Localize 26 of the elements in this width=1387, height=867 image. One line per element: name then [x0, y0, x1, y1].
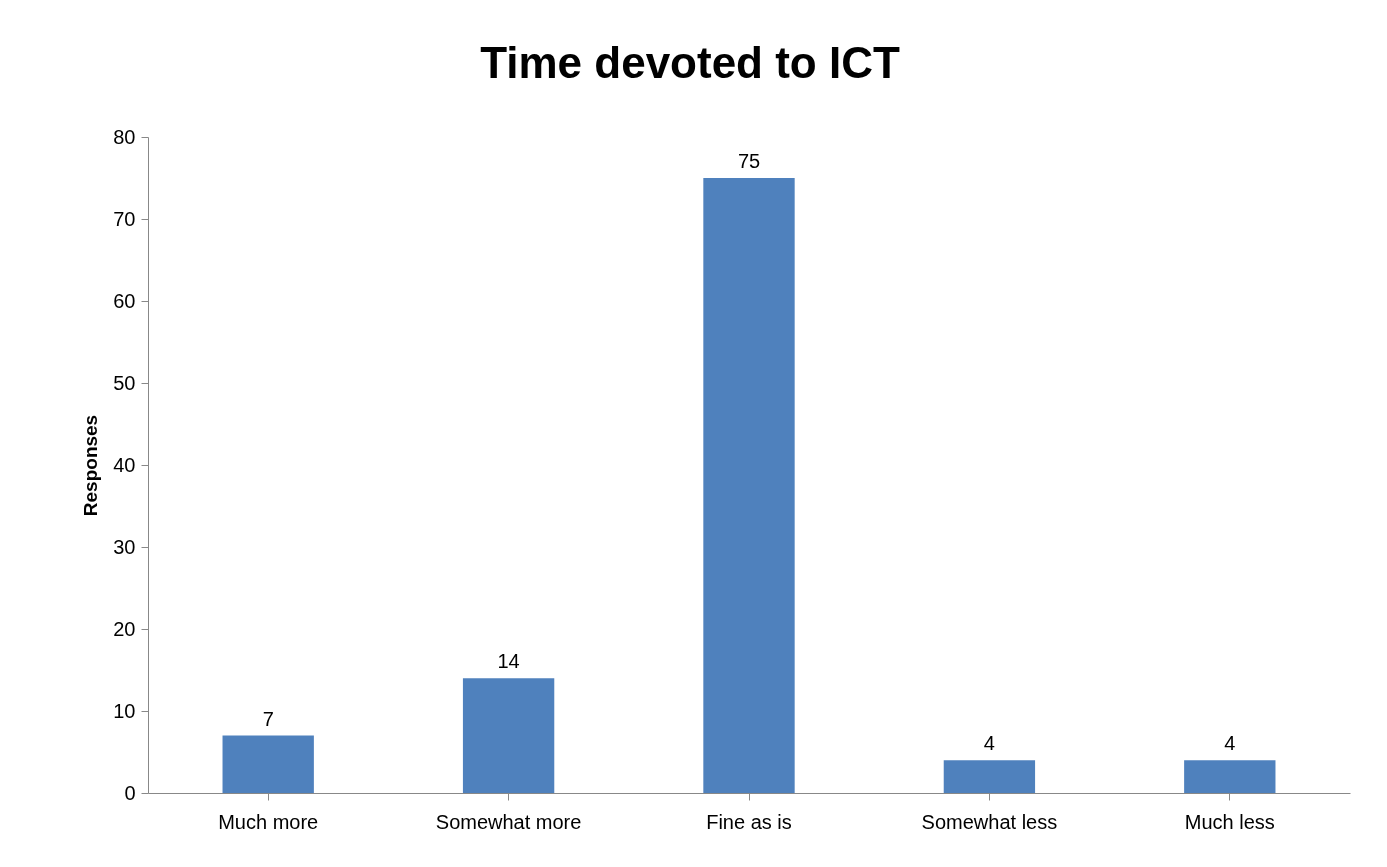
- data-label: 4: [983, 732, 995, 755]
- y-tick-label: 0: [124, 781, 136, 804]
- data-label: 7: [262, 707, 274, 730]
- data-label: 14: [497, 650, 520, 673]
- bar: [943, 760, 1036, 793]
- chart-title: Time devoted to ICT: [480, 38, 900, 87]
- data-label: 4: [1224, 732, 1236, 755]
- bar: [1184, 760, 1276, 793]
- y-tick-label: 70: [113, 207, 136, 230]
- y-tick-label: 40: [113, 453, 136, 476]
- y-tick-label: 50: [113, 371, 136, 394]
- x-tick-label: Much more: [218, 810, 319, 833]
- y-tick-label: 80: [113, 125, 136, 148]
- y-tick-label: 30: [113, 535, 136, 558]
- x-tick-label: Much less: [1184, 810, 1275, 833]
- y-axis-title: Responses: [80, 414, 102, 517]
- x-tick-label: Fine as is: [706, 810, 792, 833]
- y-tick-label: 60: [113, 289, 136, 312]
- x-tick-label: Somewhat less: [921, 810, 1058, 833]
- x-tick-label: Somewhat more: [435, 810, 582, 833]
- bar: [462, 678, 555, 793]
- y-tick-label: 10: [113, 699, 136, 722]
- y-tick-label: 20: [113, 617, 136, 640]
- bar: [222, 735, 314, 793]
- bar: [703, 178, 795, 793]
- data-label: 75: [737, 150, 761, 172]
